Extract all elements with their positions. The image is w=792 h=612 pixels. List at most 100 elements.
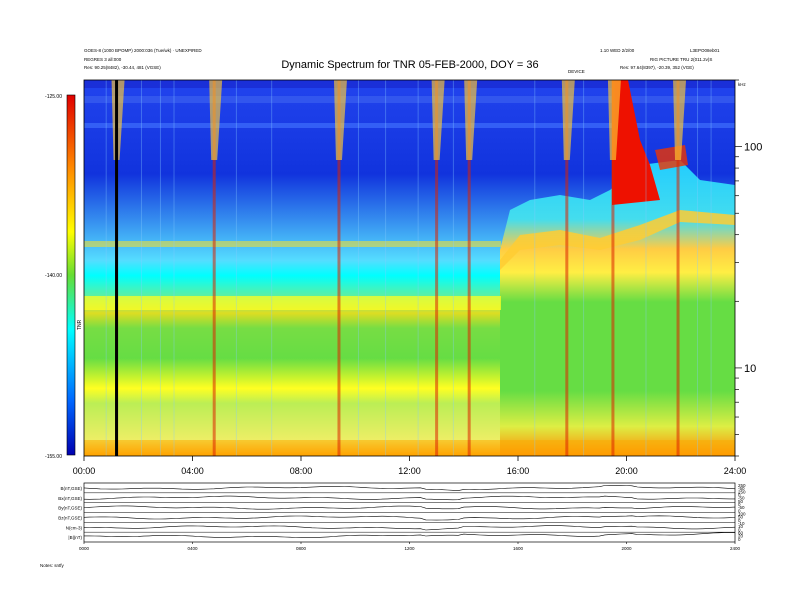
faint-streak — [534, 80, 536, 456]
panel-right-tick: 50 — [738, 499, 744, 504]
parameter-panels: B(nT,GSE) Bx(nT,GSE) By(nT,GSE) Bz(nT,GSE) N… — [58, 482, 746, 551]
header-right-line2: L3EPO08eb01 — [690, 48, 720, 53]
burst-streak — [467, 80, 471, 456]
burst-streak — [676, 80, 680, 456]
upper-band — [84, 241, 501, 247]
burst-streak — [212, 80, 216, 456]
faint-streak — [271, 80, 273, 456]
panel-right-tick: 50 — [738, 515, 744, 520]
faint-streak — [697, 80, 699, 456]
header-left-line2: REGRES 3 all:000 — [84, 57, 122, 62]
panel-trace — [83, 515, 736, 521]
time-tick-label: 16:00 — [507, 466, 530, 476]
faint-streak — [173, 80, 175, 456]
burst-streak — [565, 80, 569, 456]
faint-streak — [452, 80, 454, 456]
burst-drift — [464, 80, 478, 160]
panel-right-tick: -50 — [738, 486, 745, 491]
header-right-line3: RIG PICTURE TRU 2(011.2v)S — [650, 57, 712, 62]
time-axis: 00:00 04:00 08:00 12:00 16:00 20:00 24:00 — [73, 456, 747, 476]
faint-streak — [159, 80, 161, 456]
panel-right-tick: 0 — [738, 493, 741, 498]
panel-time-tick-label: 1200 — [404, 546, 415, 551]
panel-trace — [83, 525, 736, 531]
panel-right-tick: 250 — [738, 489, 746, 494]
faint-streak — [583, 80, 585, 456]
panel-label: Bx(nT,GSE) — [58, 496, 82, 501]
faint-streak — [105, 80, 107, 456]
spectrogram — [84, 80, 735, 456]
horizontal-band — [84, 96, 735, 103]
header-left-line1: GOES-8 (1000 BPOMP) 2000:036 (Tue/wk) · … — [84, 48, 202, 53]
panel-right-tick: 0 — [738, 502, 741, 507]
time-tick-label: 00:00 — [73, 466, 96, 476]
panel-right-tick: 100 — [738, 512, 746, 517]
burst-group — [111, 80, 687, 456]
panel-time-tick-label: 0800 — [296, 546, 307, 551]
frequency-tick-label: 100 — [744, 142, 762, 154]
panel-right-tick: -50 — [738, 505, 745, 510]
colorbar-tick: -125.00 — [45, 94, 62, 100]
footer-notes: Notes: sntfy — [40, 563, 65, 568]
panel-right-tick: 20 — [738, 534, 744, 539]
colorbar — [66, 94, 76, 456]
frequency-axis: 10 100 — [735, 79, 762, 457]
panel-label: By(nT,GSE) — [58, 506, 82, 511]
header-right-line1: 1.10 WED 2/2/00 — [600, 48, 635, 53]
panel-right-tick: 250 — [738, 483, 746, 488]
faint-streak — [385, 80, 387, 456]
colorbar-tick: -155.00 — [45, 454, 62, 460]
data-gap-band — [115, 80, 119, 456]
panel-time-tick-label: 0400 — [187, 546, 198, 551]
panel-label: B(nT,GSE) — [60, 486, 82, 491]
streak-group — [105, 80, 712, 456]
panel-right-tick: 0 — [738, 527, 741, 532]
burst-drift — [209, 80, 223, 160]
panel-right-tick: 10 — [738, 524, 744, 529]
plateau-band — [84, 296, 501, 310]
burst-drift — [607, 80, 621, 160]
faint-streak — [357, 80, 359, 456]
top-band — [84, 80, 735, 88]
time-tick-label: 08:00 — [290, 466, 313, 476]
panel-label: Bz(nT,GSE) — [58, 515, 82, 520]
panel-right-tick: 60 — [738, 531, 744, 536]
header-left-line3: Res: 90.25(8482), -30.44, 481 (VGSE) — [84, 65, 161, 70]
header-right-line4: Res: 97.64(8397), -20.39, 352 (VGE) — [620, 65, 694, 70]
frequency-unit: kHz — [738, 82, 746, 87]
time-tick-label: 20:00 — [615, 466, 638, 476]
colorbar-label: TNR — [77, 319, 83, 330]
panel-trace — [84, 532, 735, 538]
panel-time-tick-label: 2000 — [621, 546, 632, 551]
time-tick-label: 24:00 — [724, 466, 747, 476]
panel-trace — [83, 495, 735, 501]
horizontal-band — [84, 123, 735, 128]
panel-right-tick: 0 — [738, 518, 741, 523]
chart-title: Dynamic Spectrum for TNR 05-FEB-2000, DO… — [281, 59, 538, 71]
colorbar-tick: -140.00 — [45, 273, 62, 279]
frequency-tick-label: 10 — [744, 363, 756, 375]
burst-drift — [561, 80, 575, 160]
burst-streak — [337, 80, 341, 456]
panel-right-tick: -50 — [738, 496, 745, 501]
burst-drift — [333, 80, 347, 160]
panel-right-tick: 0 — [738, 508, 741, 513]
time-tick-label: 04:00 — [181, 466, 204, 476]
panel-trace — [83, 505, 736, 510]
faint-streak — [140, 80, 142, 456]
panel-time-tick-label: 1600 — [513, 546, 524, 551]
panel-label: |B|(nT) — [68, 535, 82, 540]
faint-streak — [235, 80, 237, 456]
burst-drift — [431, 80, 445, 160]
panel-label: N(cm-3) — [66, 525, 83, 530]
panel-time-tick-label: 0000 — [79, 546, 90, 551]
burst-streak — [611, 80, 615, 456]
faint-streak — [417, 80, 419, 456]
faint-streak — [645, 80, 647, 456]
faint-streak — [710, 80, 712, 456]
burst-streak — [435, 80, 439, 456]
burst-drift — [673, 80, 687, 160]
panel-right-tick: 0 — [738, 537, 741, 542]
